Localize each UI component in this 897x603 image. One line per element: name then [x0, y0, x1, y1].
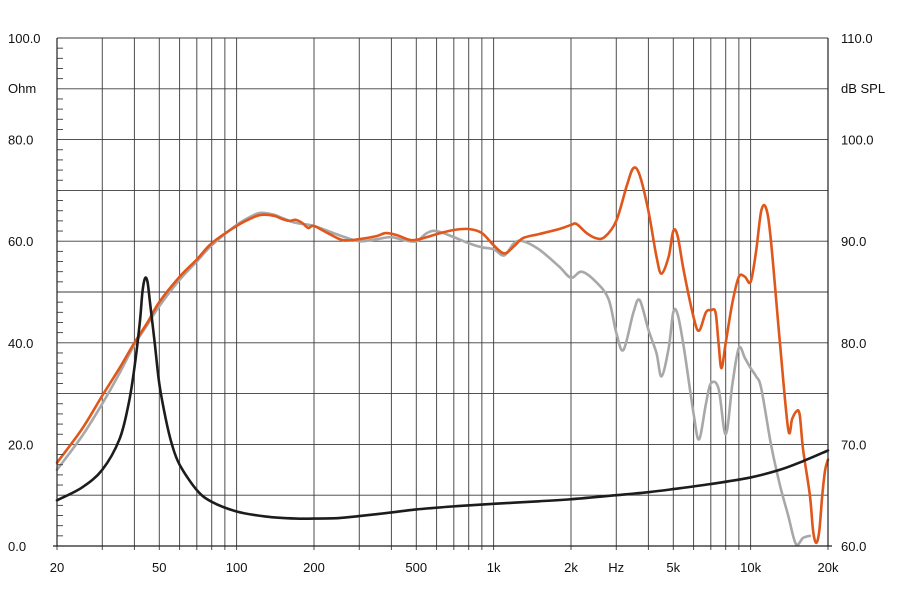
y-right-tick-label: 70.0 [841, 437, 866, 452]
spl-curve-off-axis [55, 211, 812, 547]
x-tick-label: 10k [740, 560, 761, 575]
x-tick-label: 50 [152, 560, 166, 575]
y-left-tick-label: 60.0 [8, 234, 33, 249]
x-tick-label: 5k [666, 560, 680, 575]
x-tick-label: 1k [487, 560, 501, 575]
y-left-unit-label: Ohm [8, 81, 36, 96]
x-tick-label: 500 [405, 560, 427, 575]
y-left-tick-label: 40.0 [8, 336, 33, 351]
spl-curve-on-axis [55, 166, 830, 545]
y-right-tick-label: 100.0 [841, 133, 874, 148]
x-tick-label: 20k [818, 560, 839, 575]
y-right-tick-label: 110.0 [841, 31, 873, 46]
x-tick-label: 20 [50, 560, 64, 575]
y-right-unit-label: dB SPL [841, 81, 885, 96]
y-left-tick-label: 20.0 [8, 437, 33, 452]
plot-frame [53, 38, 832, 550]
y-right-tick-label: 80.0 [841, 336, 866, 351]
grid [56, 37, 829, 547]
y-left-tick-label: 0.0 [8, 539, 26, 554]
x-tick-label: 200 [303, 560, 325, 575]
x-tick-label: 100 [226, 560, 248, 575]
impedance-curve [55, 276, 830, 521]
x-tick-label: 2k [564, 560, 578, 575]
y-left-tick-label: 100.0 [8, 31, 41, 46]
axis-labels: Ohm dB SPL 0.0 20.0 40.0 60.0 80.0 100.0 60.0 7… [8, 31, 885, 575]
y-right-tick-label: 60.0 [841, 539, 866, 554]
y-left-tick-label: 80.0 [8, 133, 33, 148]
y-right-tick-label: 90.0 [841, 234, 866, 249]
series-group [55, 166, 830, 547]
x-unit-label: Hz [608, 560, 624, 575]
